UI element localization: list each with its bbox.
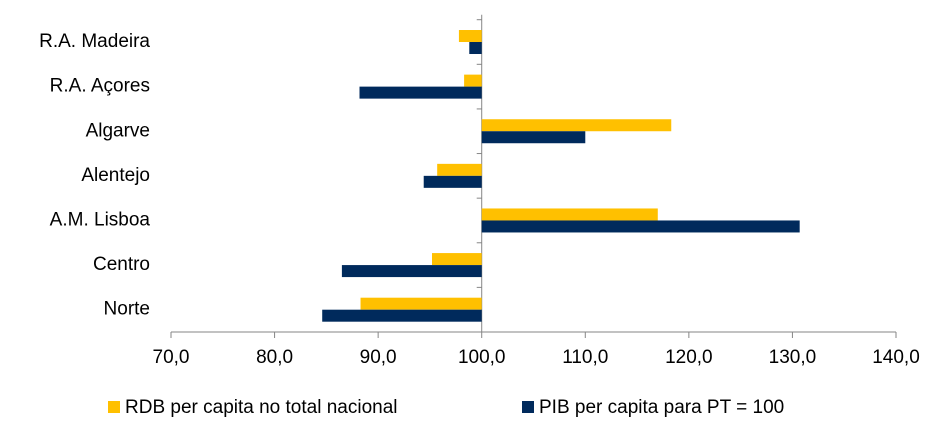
bar [322, 309, 482, 322]
legend-label: RDB per capita no total nacional [125, 397, 398, 418]
x-tick-label: 120,0 [665, 347, 713, 368]
bar [481, 220, 800, 233]
y-tick-label: Algarve [86, 120, 150, 141]
legend-swatch [108, 401, 120, 413]
y-tick-label: Centro [93, 254, 150, 275]
x-tick-label: 70,0 [153, 347, 190, 368]
legend-label: PIB per capita para PT = 100 [539, 397, 784, 418]
bar [360, 297, 482, 310]
bar [359, 86, 482, 99]
x-tick-label: 110,0 [562, 347, 608, 368]
y-tick-label: R.A. Açores [50, 76, 150, 97]
bar [481, 119, 672, 132]
bar [437, 163, 482, 176]
x-tick-label: 140,0 [872, 347, 920, 368]
y-tick-label: Alentejo [81, 165, 150, 186]
bar [432, 253, 482, 266]
bar [423, 175, 482, 188]
x-tick-label: 90,0 [360, 347, 397, 368]
x-tick-label: 130,0 [769, 347, 817, 368]
x-tick-label: 80,0 [256, 347, 293, 368]
bar [469, 42, 482, 55]
y-tick-label: R.A. Madeira [39, 31, 150, 52]
bar [481, 208, 658, 221]
bar [341, 265, 482, 278]
y-tick-label: A.M. Lisboa [50, 209, 151, 230]
bar [464, 74, 482, 87]
bar [481, 131, 586, 144]
bar [458, 30, 482, 43]
legend-swatch [522, 401, 534, 413]
x-tick-label: 100,0 [458, 347, 506, 368]
y-tick-label: Norte [104, 299, 150, 320]
